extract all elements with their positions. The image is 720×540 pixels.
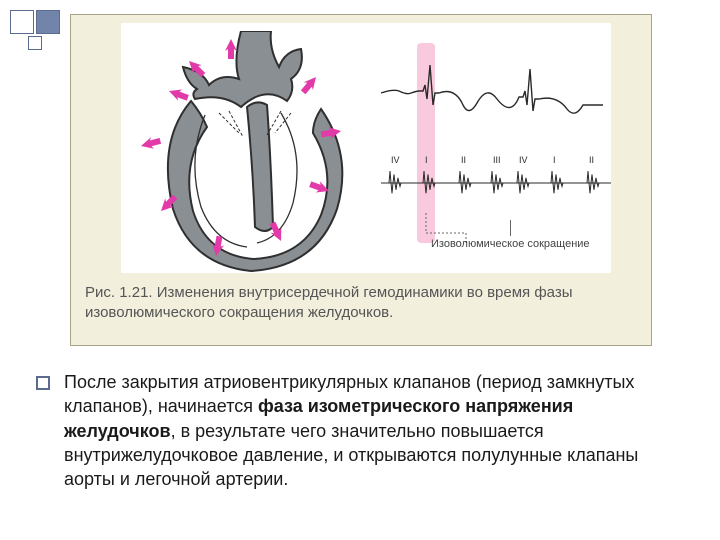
deco-square-filled [36, 10, 60, 34]
svg-text:II: II [589, 155, 594, 165]
phase-label-text: Изоволюмическое сокращение [431, 238, 590, 250]
figure-caption: Рис. 1.21. Изменения внутрисердечной гем… [85, 283, 637, 324]
deco-square [10, 10, 34, 34]
body-bullet: После закрытия атриовентрикулярных клапа… [36, 370, 684, 491]
bullet-marker [36, 376, 50, 390]
svg-text:II: II [461, 155, 466, 165]
svg-text:I: I [553, 155, 556, 165]
svg-text:IV: IV [391, 155, 400, 165]
figure-canvas: IVIIIIIIIVIII Изоволюмическое сокращение [121, 23, 611, 273]
phase-label: Изоволюмическое сокращение [431, 238, 590, 250]
svg-text:III: III [493, 155, 501, 165]
svg-text:IV: IV [519, 155, 528, 165]
heart-diagram [131, 31, 371, 279]
ecg-pcg-traces: IVIIIIIIIVIII [381, 43, 611, 263]
figure-panel: IVIIIIIIIVIII Изоволюмическое сокращение… [70, 14, 652, 346]
deco-square-small [28, 36, 42, 50]
body-paragraph: После закрытия атриовентрикулярных клапа… [64, 370, 684, 491]
svg-text:I: I [425, 155, 428, 165]
